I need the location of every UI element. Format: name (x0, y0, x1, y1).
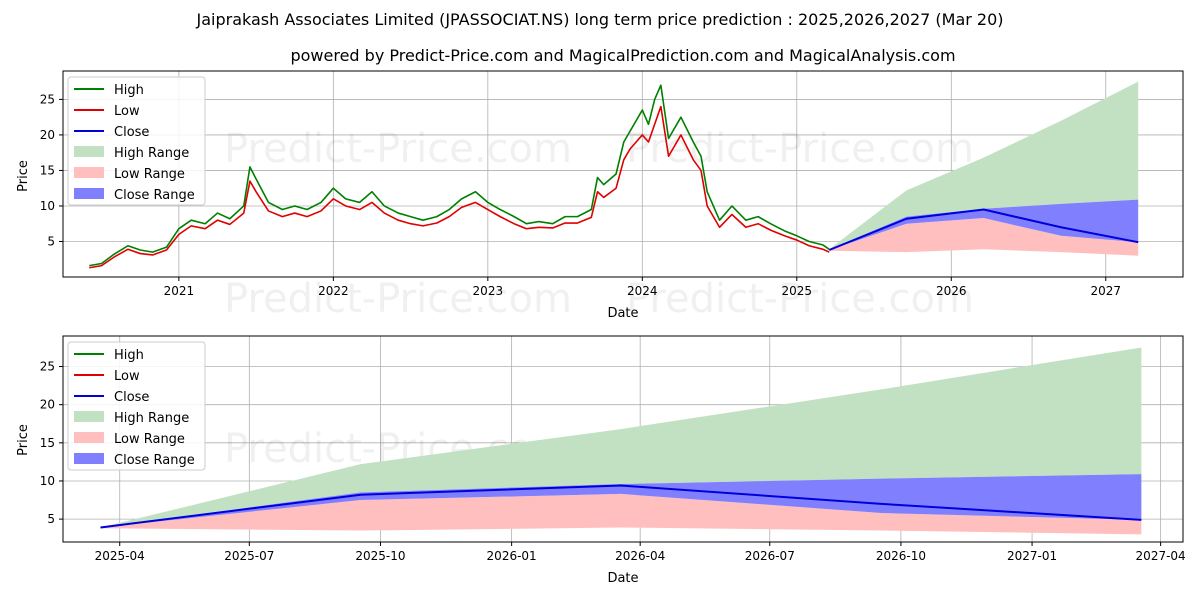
legend-low-range-swatch (74, 167, 104, 178)
bottom-y-tick-label: 25 (40, 360, 55, 374)
bottom-x-tick-label: 2025-10 (355, 549, 405, 563)
top-high-history-line (89, 84, 830, 267)
legend-high-range-swatch (74, 411, 104, 422)
legend-close-range-label: Close Range (114, 453, 195, 468)
legend-high-label: High (114, 83, 144, 98)
bottom-x-tick-label: 2025-04 (95, 549, 145, 563)
top-y-tick-label: 20 (40, 128, 55, 142)
bottom-y-tick-label: 20 (40, 398, 55, 412)
top-ylabel: Price (16, 160, 31, 192)
watermark-top-3: Predict-Price.com (224, 276, 572, 322)
legend-high-range-label: High Range (114, 146, 189, 161)
legend-low-range-swatch (74, 432, 104, 443)
top-y-tick-label: 10 (40, 199, 55, 213)
bottom-close-forecast-line (100, 484, 1142, 529)
legend-close-label: Close (114, 390, 149, 405)
bottom-plot-area (100, 347, 1142, 535)
bottom-xlabel: Date (607, 571, 638, 586)
bottom-y-tick-label: 5 (47, 512, 55, 526)
chart-title: Jaiprakash Associates Limited (JPASSOCIA… (195, 10, 1003, 29)
top-plot-area (89, 81, 1139, 269)
bottom-y-tick-label: 10 (40, 474, 55, 488)
top-x-tick-label: 2023 (473, 284, 504, 298)
legend-close-label: Close (114, 125, 149, 140)
top-panel: Predict-Price.com Predict-Price.com Pred… (16, 70, 1184, 322)
legend-low-range-label: Low Range (114, 432, 185, 447)
legend-high-range-label: High Range (114, 411, 189, 426)
bottom-x-tick-label: 2025-07 (224, 549, 274, 563)
legend-high-range-swatch (74, 146, 104, 157)
top-axes-frame (62, 70, 1184, 278)
top-close-range-band (829, 199, 1139, 251)
top-y-tick-label: 5 (47, 234, 55, 248)
bottom-x-tick-label: 2027-01 (1007, 549, 1057, 563)
top-x-tick-label: 2024 (627, 284, 658, 298)
top-x-tick-label: 2025 (782, 284, 813, 298)
bottom-x-tick-label: 2027-04 (1136, 549, 1186, 563)
top-x-tick-label: 2027 (1090, 284, 1121, 298)
top-high-range-band (829, 81, 1139, 251)
top-x-tick-label: 2026 (936, 284, 967, 298)
legend-low-label: Low (114, 104, 140, 119)
bottom-x-tick-label: 2026-01 (487, 549, 537, 563)
bottom-panel: Predict-Price.com Predict-Price.com Date… (16, 335, 1186, 586)
bottom-axes-frame (62, 335, 1184, 543)
top-low-history-line (89, 105, 830, 269)
top-y-tick-label: 25 (40, 92, 55, 106)
top-x-tick-label: 2022 (318, 284, 349, 298)
legend-close-range-swatch (74, 188, 104, 199)
bottom-high-range-band (100, 347, 1142, 528)
legend-close-range-swatch (74, 453, 104, 464)
bottom-y-tick-label: 15 (40, 436, 55, 450)
legend-high-label: High (114, 348, 144, 363)
watermark-top-2: Predict-Price.com (626, 126, 974, 172)
top-low-range-band (829, 218, 1139, 256)
bottom-x-tick-label: 2026-07 (745, 549, 795, 563)
bottom-x-tick-label: 2026-10 (876, 549, 926, 563)
legend-low-label: Low (114, 369, 140, 384)
watermark-top-4: Predict-Price.com (626, 276, 974, 322)
bottom-low-range-band (100, 493, 1142, 535)
bottom-close-range-band (100, 474, 1142, 528)
legend-low-range-label: Low Range (114, 167, 185, 182)
top-xlabel: Date (607, 306, 638, 321)
top-y-tick-label: 15 (40, 163, 55, 177)
top-legend: High Low Close High Range Low Range Clos… (67, 76, 206, 206)
top-close-forecast-line (828, 208, 1139, 251)
top-x-tick-label: 2021 (164, 284, 195, 298)
bottom-ylabel: Price (16, 424, 31, 456)
chart-subtitle: powered by Predict-Price.com and Magical… (290, 46, 955, 65)
bottom-x-tick-label: 2026-04 (615, 549, 665, 563)
legend-close-range-label: Close Range (114, 188, 195, 203)
bottom-legend: High Low Close High Range Low Range Clos… (67, 341, 206, 471)
watermark-top-1: Predict-Price.com (224, 126, 572, 172)
